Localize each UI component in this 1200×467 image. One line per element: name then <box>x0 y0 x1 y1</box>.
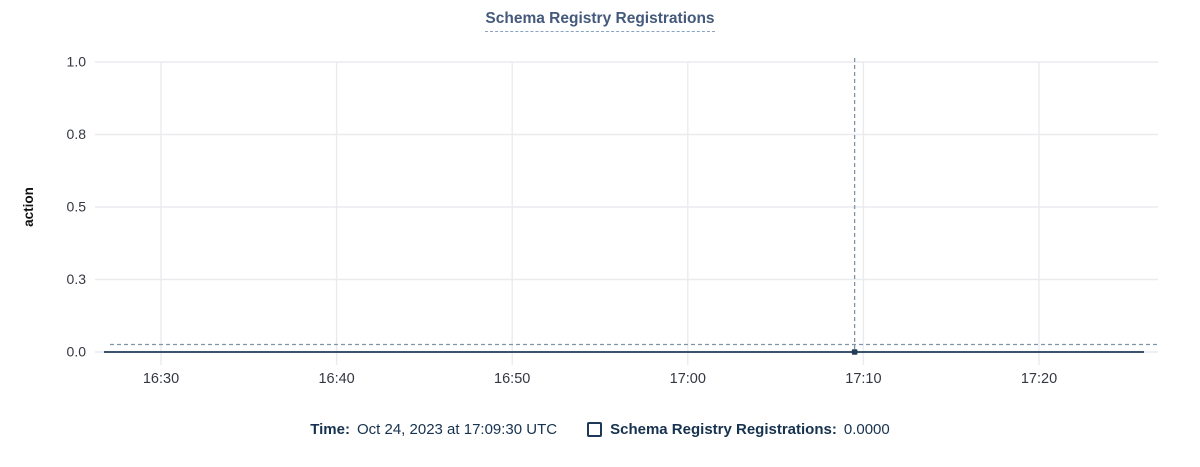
tooltip-time-value: Oct 24, 2023 at 17:09:30 UTC <box>356 421 558 438</box>
y-axis-label: action <box>21 187 36 227</box>
x-tick-label: 17:00 <box>670 371 706 387</box>
hover-point-marker <box>851 349 858 355</box>
legend-item-schema-registry-registrations[interactable]: Schema Registry Registrations: 0.0000 <box>587 421 890 438</box>
x-tick-label: 16:40 <box>318 371 354 387</box>
x-tick-label: 17:10 <box>845 371 881 387</box>
tooltip-time-label: Time: <box>310 421 350 438</box>
y-tick-label: 1.0 <box>67 54 87 70</box>
line-chart: 1.0 0.8 0.5 0.3 0.0 16:30 16:40 16:50 17:00 17:10… <box>21 54 1160 387</box>
hover-tooltip-row: Time: Oct 24, 2023 at 17:09:30 UTC Schem… <box>0 421 1200 438</box>
tooltip-time-group: Time: Oct 24, 2023 at 17:09:30 UTC <box>310 421 557 438</box>
x-tick-label: 17:20 <box>1021 371 1057 387</box>
series-value: 0.0000 <box>843 421 890 438</box>
series-label[interactable]: Schema Registry Registrations: <box>610 421 837 438</box>
y-tick-label: 0.3 <box>67 271 87 287</box>
plot-area[interactable] <box>95 62 1158 352</box>
chart-title[interactable]: Schema Registry Registrations <box>485 10 715 32</box>
x-tick-label: 16:50 <box>494 371 530 387</box>
y-tick-label: 0.8 <box>67 126 87 142</box>
chart-header: Schema Registry Registrations <box>0 10 1200 32</box>
x-tick-label: 16:30 <box>143 371 179 387</box>
y-tick-label: 0.0 <box>67 344 87 360</box>
series-checkbox-icon[interactable] <box>587 422 603 437</box>
y-tick-label: 0.5 <box>67 199 87 215</box>
